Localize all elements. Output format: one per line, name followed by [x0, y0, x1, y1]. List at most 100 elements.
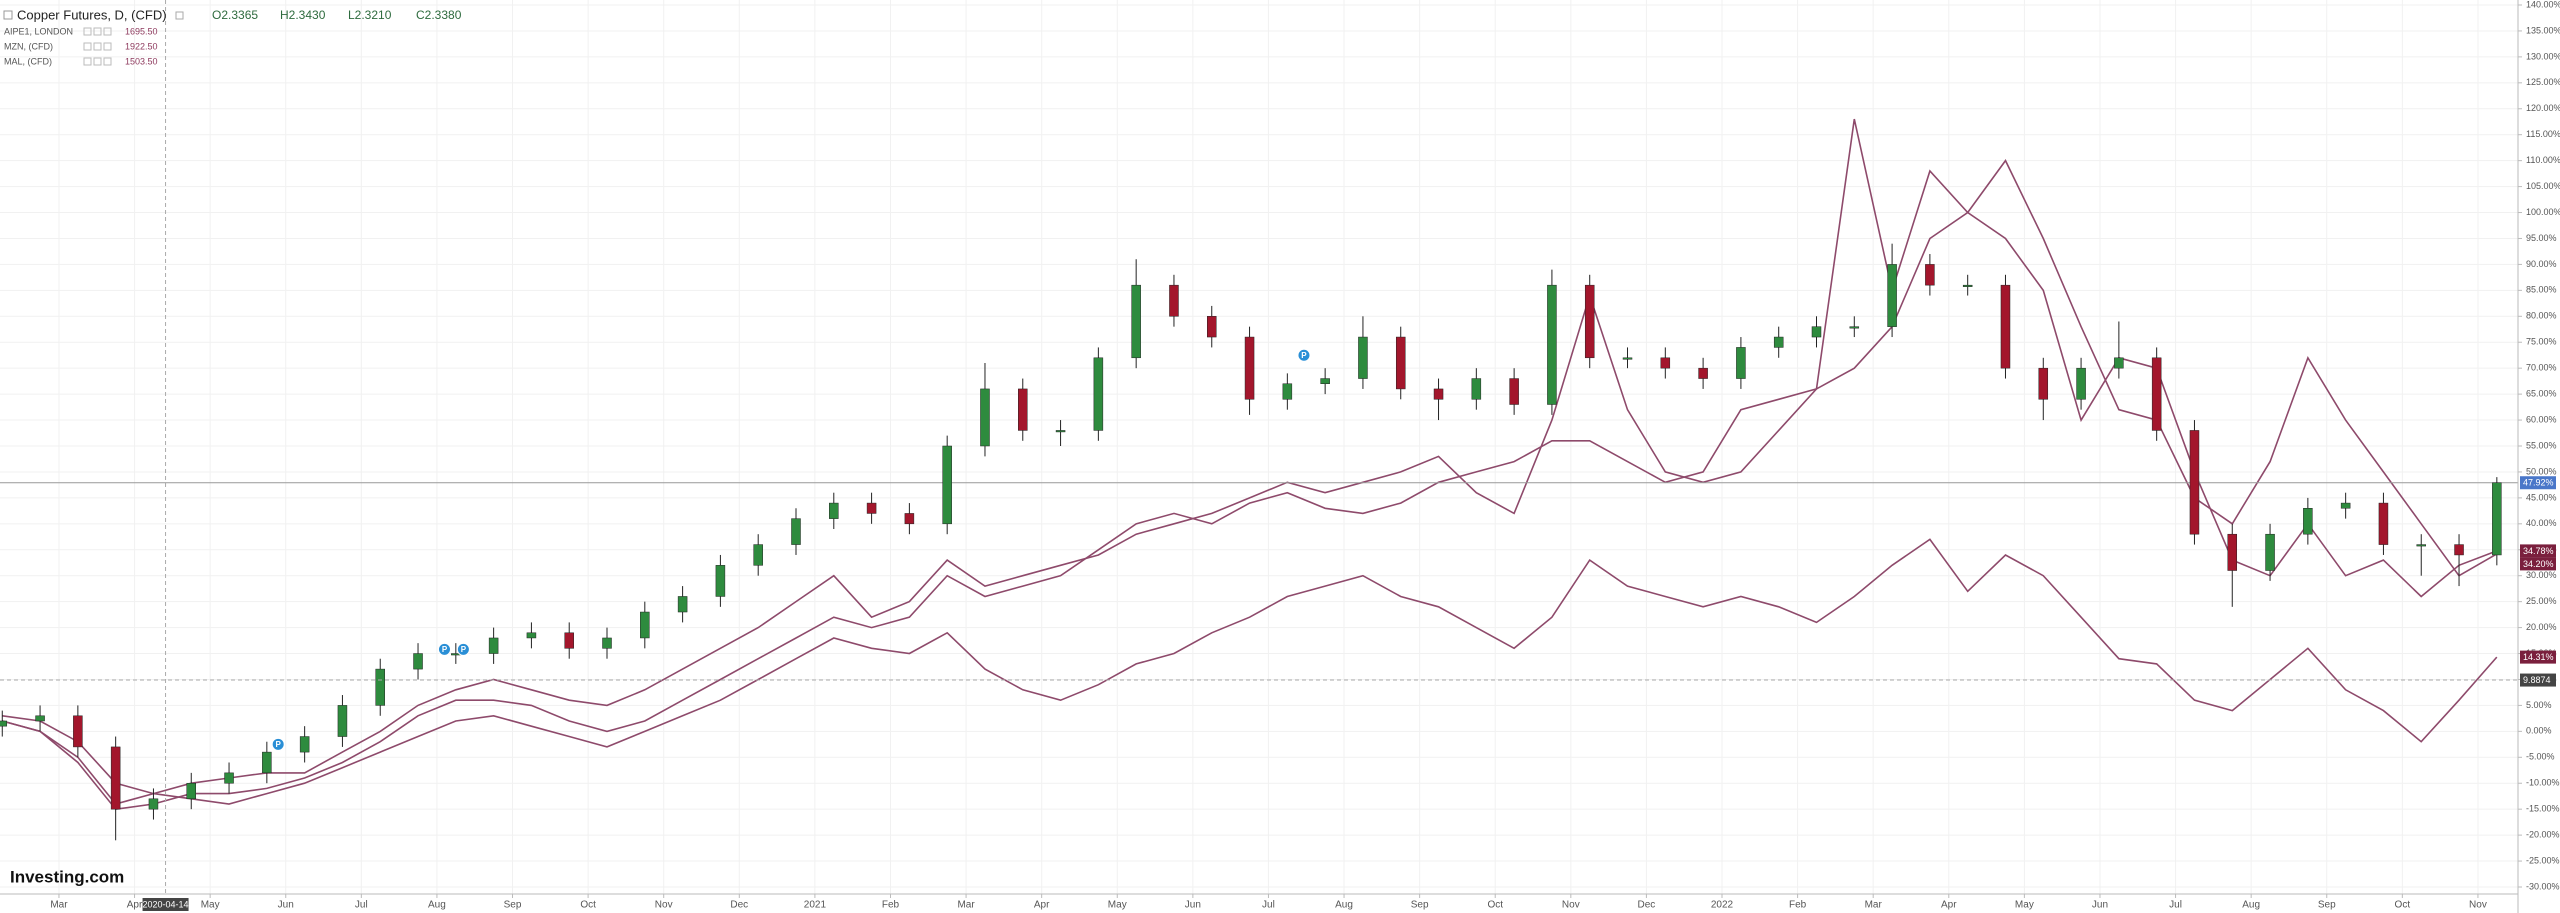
- legend-icon[interactable]: [83, 57, 92, 66]
- y-tick-label: 110.00%: [2526, 155, 2560, 165]
- candle-body: [602, 637, 612, 649]
- y-tick-label: 0.00%: [2526, 726, 2552, 736]
- legend-value: 1922.50: [125, 41, 158, 51]
- candle-body: [1547, 284, 1557, 405]
- ohlc-value: O2.3365: [212, 8, 258, 22]
- x-tick-label: Apr: [1034, 900, 1050, 911]
- candle-body: [375, 668, 385, 706]
- candle-body: [73, 715, 83, 748]
- candle-body: [1584, 284, 1595, 359]
- settings-icon[interactable]: [175, 11, 184, 20]
- event-marker[interactable]: [1297, 348, 1311, 362]
- y-tick-label: 130.00%: [2526, 51, 2560, 61]
- legend-icon[interactable]: [103, 42, 112, 51]
- price-tag: [2520, 650, 2556, 664]
- candle-body: [1925, 264, 1935, 286]
- y-tick-label: 105.00%: [2526, 181, 2560, 191]
- x-tick-label: Oct: [2395, 900, 2411, 911]
- candle-body: [1509, 378, 1519, 405]
- y-tick-label: 50.00%: [2526, 466, 2557, 476]
- event-marker[interactable]: [437, 642, 451, 656]
- y-tick-label: 135.00%: [2526, 25, 2560, 35]
- collapse-icon[interactable]: [3, 10, 13, 20]
- y-tick-label: 125.00%: [2526, 77, 2560, 87]
- event-marker[interactable]: [456, 642, 470, 656]
- x-tick-label: Mar: [1865, 900, 1883, 911]
- candle-body: [2151, 357, 2162, 431]
- x-tick-label: 2021: [804, 900, 827, 911]
- candle-body: [1093, 357, 1104, 431]
- candle-body: [564, 632, 574, 649]
- ohlc-value: H2.3430: [280, 8, 326, 22]
- candle-body: [0, 720, 8, 727]
- x-tick-label: May: [1108, 900, 1127, 911]
- x-tick-label: Dec: [1638, 900, 1656, 911]
- logo: Investing.com: [10, 867, 124, 886]
- y-tick-label: -10.00%: [2526, 778, 2560, 788]
- legend-value: 1503.50: [125, 56, 158, 66]
- y-tick-label: 95.00%: [2526, 233, 2557, 243]
- event-label: P: [276, 740, 282, 749]
- legend-icon[interactable]: [93, 27, 102, 36]
- legend-icon[interactable]: [103, 57, 112, 66]
- x-tick-label: Aug: [2242, 900, 2260, 911]
- candle-body: [791, 518, 801, 545]
- y-tick-label: 90.00%: [2526, 259, 2557, 269]
- legend-icon[interactable]: [83, 42, 92, 51]
- y-tick-label: 70.00%: [2526, 363, 2557, 373]
- candle-body: [1358, 336, 1368, 379]
- y-tick-label: 140.00%: [2526, 0, 2560, 9]
- legend-icon[interactable]: [103, 27, 112, 36]
- legend-icon[interactable]: [93, 57, 102, 66]
- x-tick-label: Nov: [1562, 900, 1580, 911]
- x-tick-label: Jul: [2169, 900, 2182, 911]
- x-tick-label: Jul: [355, 900, 368, 911]
- price-tag: [2520, 673, 2556, 687]
- legend-icon[interactable]: [83, 27, 92, 36]
- candle-body: [1736, 347, 1746, 379]
- x-tick-label: 2022: [1711, 900, 1734, 911]
- y-tick-label: -15.00%: [2526, 804, 2560, 814]
- candle-body: [1887, 264, 1897, 327]
- x-tick-label: Sep: [1411, 900, 1429, 911]
- candle-body: [186, 782, 197, 800]
- candle-body: [980, 388, 990, 447]
- candle-body: [2038, 367, 2049, 400]
- y-tick-label: 85.00%: [2526, 285, 2557, 295]
- price-tag-label: 34.20%: [2523, 559, 2554, 569]
- candle-body: [1131, 284, 1141, 359]
- y-tick-label: -25.00%: [2526, 855, 2560, 865]
- y-tick-label: 30.00%: [2526, 570, 2557, 580]
- y-tick-label: 65.00%: [2526, 388, 2557, 398]
- y-tick-label: 120.00%: [2526, 103, 2560, 113]
- chart-title: Copper Futures, D, (CFD): [17, 7, 167, 22]
- y-tick-label: 75.00%: [2526, 337, 2557, 347]
- candle-body: [224, 772, 234, 784]
- event-marker[interactable]: [271, 737, 285, 751]
- x-tick-label: Mar: [957, 900, 975, 911]
- y-tick-label: 115.00%: [2526, 129, 2560, 139]
- y-tick-label: 5.00%: [2526, 700, 2552, 710]
- y-tick-label: -5.00%: [2526, 752, 2555, 762]
- price-tag-label: 14.31%: [2523, 652, 2554, 662]
- candle-body: [2076, 367, 2086, 400]
- candle-body: [829, 502, 839, 519]
- ohlc-value: C2.3380: [416, 8, 462, 22]
- y-tick-label: 25.00%: [2526, 596, 2557, 606]
- candle-body: [526, 632, 537, 639]
- y-tick-label: 100.00%: [2526, 207, 2560, 217]
- legend-label: MZN, (CFD): [4, 41, 53, 51]
- axes: 140.00% 135.00% 130.00% 125.00% 120.00% 115.0…: [50, 0, 2560, 911]
- candle-body: [2265, 533, 2275, 571]
- candle-body: [677, 596, 688, 613]
- candle-body: [1320, 378, 1330, 384]
- x-tick-label: Jul: [1262, 900, 1275, 911]
- y-tick-label: 45.00%: [2526, 492, 2557, 502]
- candle-body: [1282, 383, 1293, 400]
- x-tick-label: Jun: [2092, 900, 2108, 911]
- legend-icon[interactable]: [93, 42, 102, 51]
- x-tick-label: Feb: [1789, 900, 1807, 911]
- event-label: P: [461, 645, 467, 654]
- comparison-line: [2, 118, 2498, 805]
